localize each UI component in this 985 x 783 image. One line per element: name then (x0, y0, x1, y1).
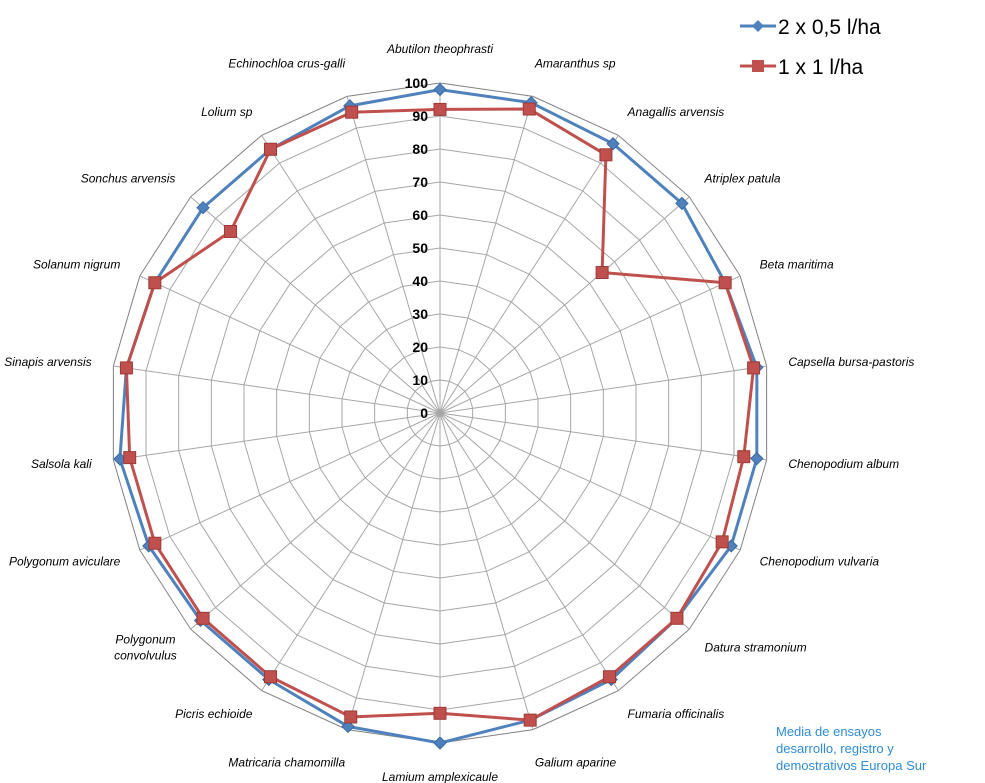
data-point (264, 142, 278, 156)
data-point (675, 196, 689, 211)
legend-label: 1 x 1 l/ha (778, 56, 864, 79)
category-label: Solanum nigrum (33, 257, 120, 271)
legend: 2 x 0,5 l/ha 1 x 1 l/ha (740, 16, 881, 79)
data-point (522, 102, 536, 116)
data-point (148, 276, 162, 290)
tick-label: 90 (412, 108, 428, 124)
category-labels: Abutilon theophrasti Amaranthus sp Anagall… (4, 42, 914, 783)
grid-spoke (113, 365, 441, 414)
legend-label: 2 x 0,5 l/ha (778, 16, 881, 39)
data-point (224, 224, 238, 238)
category-label: Picris echioide (175, 707, 253, 721)
tick-label: 70 (412, 174, 428, 190)
data-point (718, 276, 732, 290)
category-label: Chenopodium vulvaria (760, 555, 880, 569)
category-label: Sinapis arvensis (4, 355, 91, 369)
grid-spoke (439, 196, 690, 414)
data-point (264, 670, 278, 684)
grid-spoke (261, 412, 441, 691)
data-point (715, 535, 729, 549)
grid-spoke (139, 275, 441, 414)
tick-label: 100 (405, 75, 429, 91)
data-point (123, 451, 137, 465)
category-label: Abutilon theophrasti (386, 42, 493, 56)
data-point (602, 670, 616, 684)
category-label: Polygonum convolvulus (114, 632, 177, 662)
grid-spoke (439, 412, 619, 691)
grid-spoke (113, 412, 441, 461)
category-label: Chenopodium album (788, 457, 899, 471)
tick-label: 10 (412, 372, 428, 388)
radial-tick-labels: 0 10 20 30 40 50 60 70 80 90 100 (405, 75, 429, 421)
category-label: Atriplex patula (704, 172, 781, 186)
category-label: Capsella bursa-pastoris (788, 355, 914, 369)
category-label: Lolium sp (201, 105, 253, 119)
tick-label: 0 (420, 405, 428, 421)
data-point (433, 102, 447, 116)
data-point (599, 148, 613, 162)
category-label: Salsola kali (31, 457, 92, 471)
data-point (595, 266, 609, 280)
data-point (747, 361, 761, 375)
data-point (606, 137, 620, 151)
data-point (344, 710, 358, 724)
grid-spoke (439, 412, 741, 551)
series-markers (113, 82, 764, 750)
tick-label: 50 (412, 240, 428, 256)
data-point (433, 736, 447, 750)
data-point (196, 200, 210, 215)
grid-spoke (346, 96, 441, 414)
data-point (345, 105, 359, 119)
radar-grid (112, 82, 768, 744)
legend-marker-diamond (752, 20, 764, 32)
grid-spoke (439, 412, 690, 630)
category-label: Lamium amplexicaule (382, 770, 498, 783)
tick-label: 40 (412, 273, 428, 289)
category-label: Sonchus arvensis (81, 172, 176, 186)
category-label: Anagallis arvensis (627, 105, 725, 119)
category-label: Beta maritima (760, 257, 834, 271)
data-point (670, 611, 684, 625)
grid-spoke (439, 412, 767, 461)
grid-spoke (439, 135, 619, 414)
data-point (433, 82, 447, 97)
tick-label: 30 (412, 306, 428, 322)
category-label: Datura stramonium (705, 640, 807, 654)
grid-spoke (346, 412, 441, 730)
legend-marker-square (752, 60, 764, 72)
data-point (737, 450, 751, 464)
grid-spoke (439, 96, 534, 414)
grid-spoke (439, 412, 534, 730)
tick-label: 20 (412, 339, 428, 355)
data-point (148, 536, 162, 550)
data-point (196, 611, 210, 625)
grid-spoke (139, 412, 441, 551)
category-label: Matricaria chamomilla (228, 755, 345, 769)
category-label: Echinochloa crus-galli (228, 57, 345, 71)
grid-spoke (439, 275, 741, 414)
grid-spoke (439, 365, 767, 414)
category-label: Fumaria officinalis (628, 707, 725, 721)
data-point (119, 361, 133, 375)
data-point (433, 706, 447, 720)
data-point (750, 451, 764, 466)
category-label: Galium aparine (535, 755, 617, 769)
category-label: Amaranthus sp (534, 57, 616, 71)
tick-label: 80 (412, 141, 428, 157)
tick-label: 60 (412, 207, 428, 223)
data-point (523, 713, 537, 727)
grid-spoke (190, 412, 441, 630)
category-label: Polygonum aviculare (9, 555, 121, 569)
grid-spoke (261, 135, 441, 414)
source-note: Media de ensayos desarrollo, registro y … (776, 724, 927, 773)
